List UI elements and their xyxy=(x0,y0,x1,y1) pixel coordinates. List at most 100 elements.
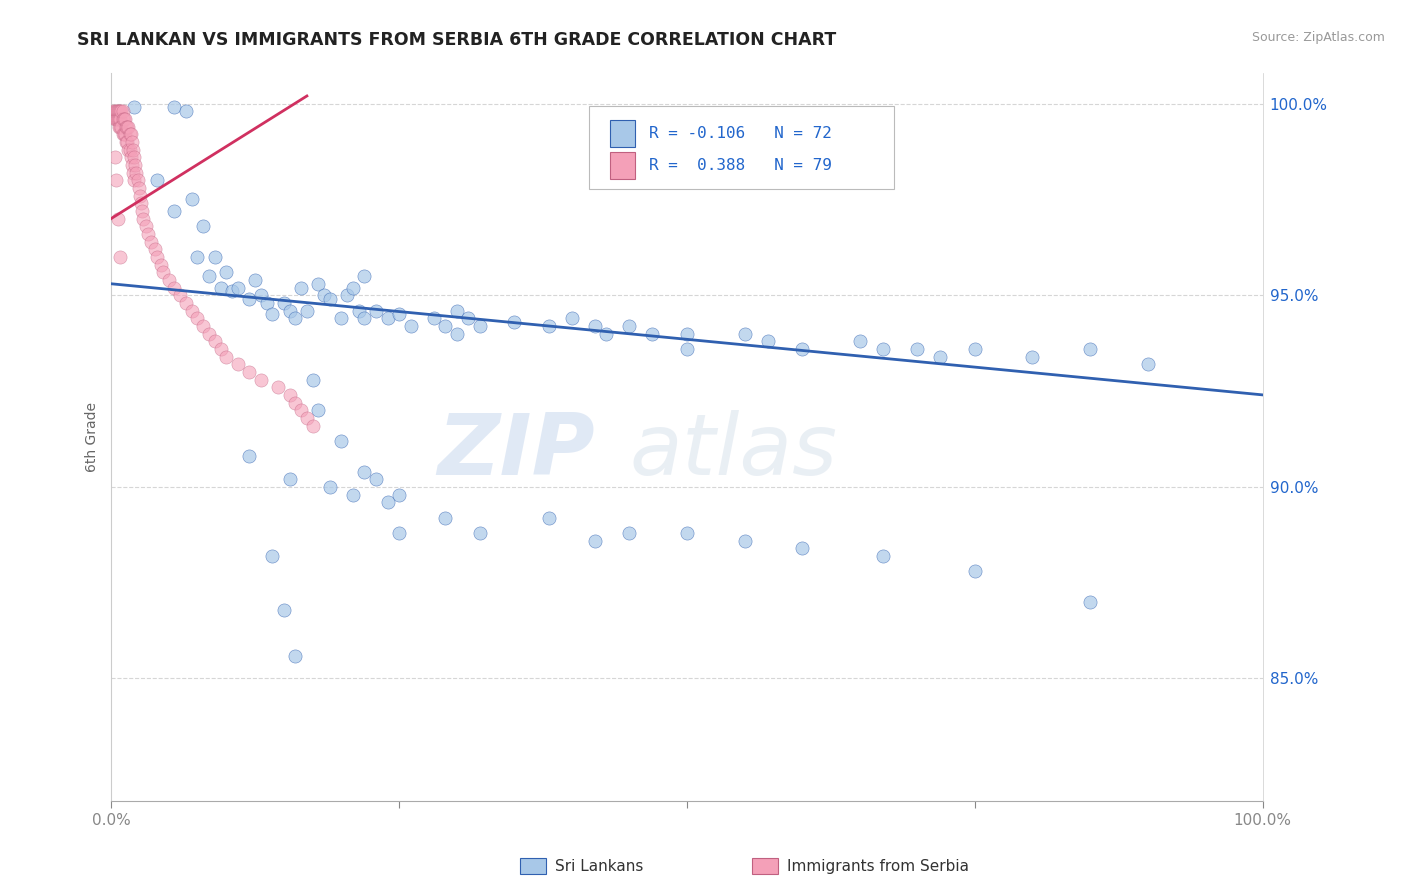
Point xyxy=(676,326,699,341)
Bar xyxy=(610,152,636,179)
Text: R = -0.106   N = 72: R = -0.106 N = 72 xyxy=(650,126,832,141)
Point xyxy=(377,311,399,326)
Point xyxy=(963,342,986,356)
Bar xyxy=(610,120,636,147)
Point xyxy=(163,203,186,218)
Point xyxy=(238,365,260,379)
Point xyxy=(273,296,295,310)
Point xyxy=(114,112,136,126)
Point xyxy=(756,334,779,349)
Point xyxy=(336,288,359,302)
Point xyxy=(107,104,129,119)
Point xyxy=(342,487,364,501)
Point xyxy=(250,288,273,302)
Point xyxy=(122,100,145,114)
Point xyxy=(238,292,260,306)
Point xyxy=(114,128,136,142)
Point xyxy=(347,303,370,318)
Point xyxy=(111,104,134,119)
Point xyxy=(503,315,526,329)
Point xyxy=(193,219,215,234)
Point xyxy=(111,128,134,142)
Point xyxy=(388,525,411,540)
Point xyxy=(117,120,139,134)
Point xyxy=(146,250,169,264)
Point xyxy=(226,357,249,371)
Point xyxy=(118,128,141,142)
Text: Source: ZipAtlas.com: Source: ZipAtlas.com xyxy=(1251,31,1385,45)
Point xyxy=(790,342,813,356)
Point xyxy=(238,449,260,463)
Point xyxy=(330,311,353,326)
Point xyxy=(193,318,215,333)
Point xyxy=(267,380,290,394)
Point xyxy=(377,495,399,509)
Point xyxy=(468,525,491,540)
Point xyxy=(209,342,232,356)
Point xyxy=(115,120,138,134)
Text: Immigrants from Serbia: Immigrants from Serbia xyxy=(787,859,969,873)
Point xyxy=(121,158,143,172)
Point xyxy=(122,143,145,157)
Point xyxy=(262,549,284,563)
Point xyxy=(595,326,617,341)
Point xyxy=(872,549,894,563)
Point xyxy=(107,211,129,226)
Point xyxy=(734,533,756,548)
Point xyxy=(157,273,180,287)
Point xyxy=(174,296,197,310)
Y-axis label: 6th Grade: 6th Grade xyxy=(86,402,100,472)
Point xyxy=(295,410,318,425)
Point xyxy=(169,288,191,302)
Point xyxy=(105,104,128,119)
Point xyxy=(388,487,411,501)
Point xyxy=(108,120,131,134)
Text: ZIP: ZIP xyxy=(437,410,595,493)
Point xyxy=(537,510,560,524)
Point xyxy=(124,158,146,172)
Point xyxy=(115,135,138,149)
Point xyxy=(180,303,202,318)
Point xyxy=(434,318,457,333)
Point xyxy=(1136,357,1159,371)
Point xyxy=(1021,350,1043,364)
Point xyxy=(104,173,127,187)
Point xyxy=(149,258,172,272)
Point xyxy=(295,303,318,318)
Point xyxy=(290,403,312,417)
Point xyxy=(301,418,323,433)
Point xyxy=(186,311,208,326)
Point xyxy=(186,250,208,264)
Point xyxy=(198,269,221,284)
Point xyxy=(163,280,186,294)
Point xyxy=(314,288,336,302)
Point xyxy=(131,203,153,218)
Point xyxy=(284,648,307,663)
Point xyxy=(330,434,353,448)
Point xyxy=(115,135,138,149)
Text: Sri Lankans: Sri Lankans xyxy=(555,859,644,873)
Point xyxy=(110,120,132,134)
Point xyxy=(434,510,457,524)
Point xyxy=(132,211,155,226)
Point xyxy=(129,188,152,202)
Point xyxy=(103,150,125,164)
Point xyxy=(103,104,125,119)
Point xyxy=(619,318,641,333)
Point xyxy=(342,280,364,294)
Point xyxy=(110,104,132,119)
Point xyxy=(905,342,928,356)
Point xyxy=(278,303,301,318)
Point xyxy=(146,173,169,187)
Point xyxy=(127,173,149,187)
Point xyxy=(457,311,479,326)
Point xyxy=(135,219,157,234)
Point xyxy=(364,472,387,486)
Point xyxy=(353,465,375,479)
Point xyxy=(963,564,986,578)
Point xyxy=(198,326,221,341)
Point xyxy=(848,334,870,349)
Point xyxy=(790,541,813,556)
Point xyxy=(872,342,894,356)
Point xyxy=(353,269,375,284)
